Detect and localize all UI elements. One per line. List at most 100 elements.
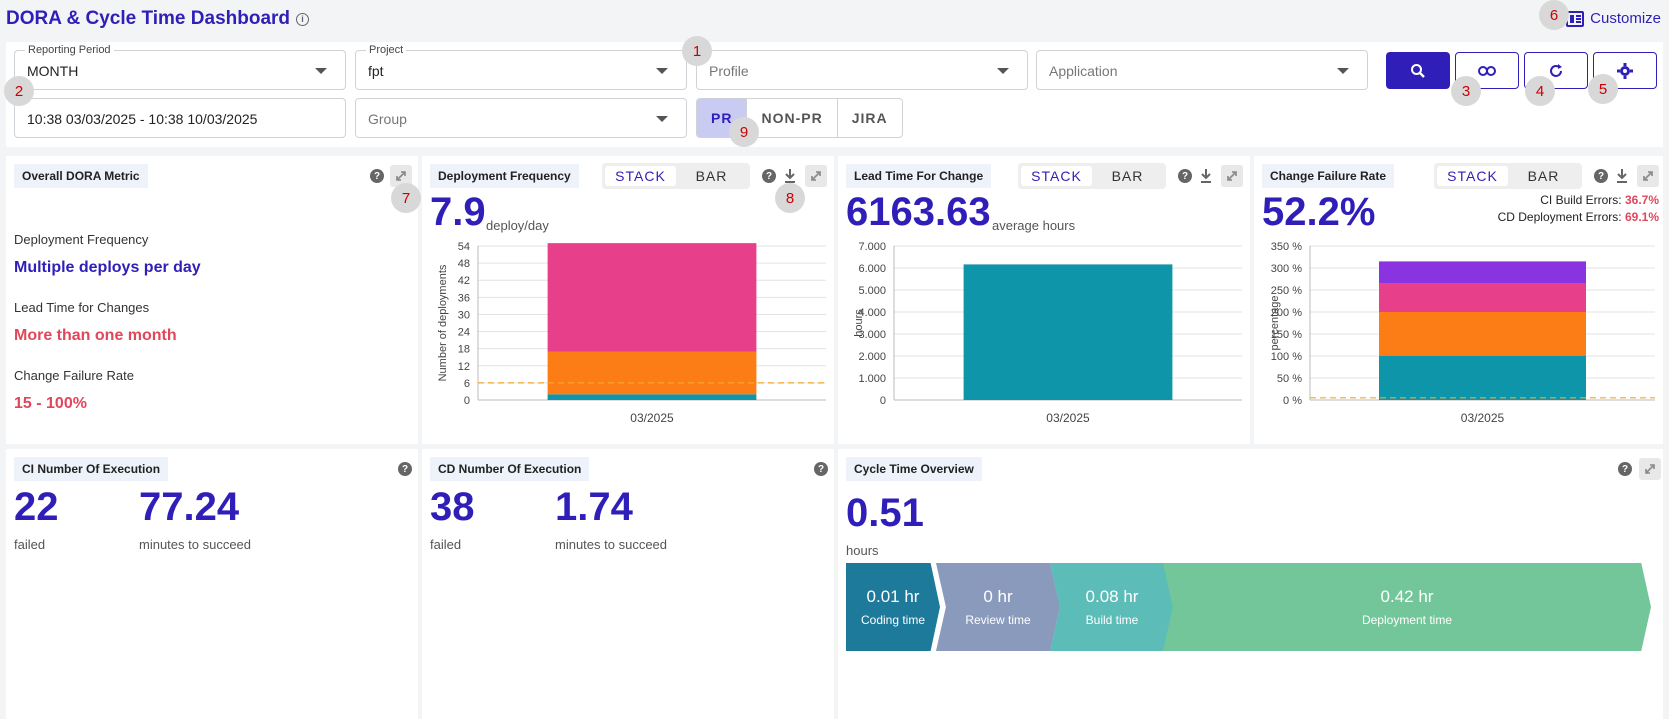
cycle-segment-review: 0 hr Review time (936, 563, 1060, 651)
metric-value: 52.2% (1262, 190, 1376, 234)
y-tick-label: 2.000 (858, 351, 886, 363)
cycle-time-unit: hours (846, 543, 879, 558)
annotation-marker: 2 (4, 76, 34, 106)
cycle-segment-build: 0.08 hr Build time (1050, 563, 1174, 651)
tab-jira[interactable]: JIRA (836, 99, 902, 137)
reporting-period-select[interactable]: Reporting Period MONTH (14, 44, 346, 90)
gear-icon (1617, 62, 1633, 79)
copy-link-button[interactable] (1455, 52, 1519, 89)
stack-toggle[interactable]: STACK (1437, 166, 1508, 186)
metric-value: Multiple deploys per day (14, 259, 201, 276)
y-tick-label: 0 (464, 395, 470, 407)
y-tick-label: 12 (458, 361, 470, 373)
help-icon[interactable]: ? (1178, 169, 1192, 183)
y-tick-label: 150 % (1271, 329, 1302, 341)
type-toggle: PR NON-PR JIRA (696, 98, 903, 138)
y-tick-label: 6.000 (858, 263, 886, 275)
deployment-frequency-card: Deployment Frequency STACK BAR ? 7.9 dep… (422, 156, 834, 444)
help-icon[interactable]: ? (1618, 462, 1632, 476)
x-tick-label: 03/2025 (1046, 411, 1090, 425)
metric-label: Change Failure Rate (14, 368, 134, 383)
y-tick-label: 24 (458, 327, 470, 339)
customize-button[interactable]: Customize (1566, 10, 1661, 27)
help-icon[interactable]: ? (398, 462, 412, 476)
ci-execution-card: CI Number Of Execution ? 22 failed 77.24… (6, 449, 418, 719)
expand-icon (1227, 171, 1237, 181)
search-icon (1411, 63, 1425, 78)
application-select[interactable]: Application (1036, 50, 1368, 90)
download-icon[interactable] (783, 168, 797, 184)
y-tick-label: 0 % (1283, 395, 1302, 407)
failed-count: 38 (430, 485, 475, 529)
bar-segment[interactable] (1379, 283, 1586, 312)
chevron-down-icon (656, 68, 668, 74)
metric-label: Deployment Frequency (14, 232, 149, 247)
info-icon[interactable]: i (296, 12, 310, 26)
help-icon[interactable]: ? (370, 169, 384, 183)
minutes-value: 77.24 (139, 485, 240, 529)
metric-value: 7.9 (430, 190, 486, 234)
y-tick-label: 18 (458, 344, 470, 356)
card-title: Cycle Time Overview (846, 457, 982, 481)
y-axis-label: Number of deployments (437, 264, 449, 381)
metric-unit: deploy/day (486, 218, 549, 233)
date-range-field[interactable]: 10:38 03/03/2025 - 10:38 10/03/2025 (14, 98, 346, 138)
expand-button[interactable] (1221, 165, 1243, 187)
lead-time-card: Lead Time For Change STACK BAR ? 6163.63… (838, 156, 1250, 444)
metric-value: More than one month (14, 327, 177, 344)
y-tick-label: 0 (880, 395, 886, 407)
expand-button[interactable] (390, 165, 412, 187)
annotation-marker: 4 (1525, 76, 1555, 106)
link-icon (1478, 65, 1496, 76)
expand-button[interactable] (1637, 165, 1659, 187)
bar-segment[interactable] (1379, 261, 1586, 284)
y-tick-label: 1.000 (858, 373, 886, 385)
bar-segment[interactable] (1379, 312, 1586, 356)
bar-toggle[interactable]: BAR (1527, 168, 1560, 184)
refresh-icon (1550, 63, 1562, 77)
profile-select[interactable]: Profile (696, 50, 1028, 90)
bar-segment[interactable] (963, 264, 1173, 400)
tab-non-pr[interactable]: NON-PR (746, 99, 836, 137)
expand-icon (1645, 464, 1655, 474)
settings-button[interactable] (1593, 52, 1657, 89)
y-axis-label: percentage (1269, 295, 1281, 350)
annotation-marker: 5 (1588, 74, 1618, 104)
project-select[interactable]: Project fpt (355, 44, 687, 90)
search-button[interactable] (1386, 52, 1450, 89)
help-icon[interactable]: ? (762, 169, 776, 183)
bar-toggle[interactable]: BAR (695, 168, 728, 184)
stack-toggle[interactable]: STACK (1021, 166, 1092, 186)
lead-time-chart: 0 1.000 2.000 3.000 4.000 5.000 6.000 7.000 hour… (853, 241, 1242, 425)
stack-toggle[interactable]: STACK (605, 166, 676, 186)
group-select[interactable]: Group (355, 98, 687, 138)
expand-button[interactable] (1639, 458, 1661, 480)
download-icon[interactable] (1615, 168, 1629, 184)
bar-segment[interactable] (1379, 356, 1586, 400)
card-title: CI Number Of Execution (14, 457, 169, 481)
expand-icon (811, 171, 821, 181)
card-title: CD Number Of Execution (430, 457, 590, 481)
help-icon[interactable]: ? (1594, 169, 1608, 183)
y-tick-label: 5.000 (858, 285, 886, 297)
expand-button[interactable] (805, 165, 827, 187)
expand-icon (396, 171, 406, 181)
chart-type-toggle: STACK BAR (1434, 163, 1582, 189)
cd-deployment-errors: CD Deployment Errors: 69.1% (1497, 210, 1659, 224)
bar-segment[interactable] (547, 243, 757, 352)
bar-toggle[interactable]: BAR (1111, 168, 1144, 184)
card-title: Overall DORA Metric (14, 164, 148, 188)
annotation-marker: 8 (775, 183, 805, 213)
y-tick-label: 4.000 (858, 307, 886, 319)
y-tick-label: 300 % (1271, 263, 1302, 275)
y-tick-label: 3.000 (858, 329, 886, 341)
bar-segment[interactable] (547, 394, 757, 400)
annotation-marker: 6 (1539, 0, 1569, 30)
annotation-marker: 9 (729, 117, 759, 147)
help-icon[interactable]: ? (814, 462, 828, 476)
annotation-marker: 3 (1451, 76, 1481, 106)
metric-value: 15 - 100% (14, 395, 87, 412)
bar-segment[interactable] (547, 351, 757, 395)
download-icon[interactable] (1199, 168, 1213, 184)
chevron-down-icon (1337, 68, 1349, 74)
